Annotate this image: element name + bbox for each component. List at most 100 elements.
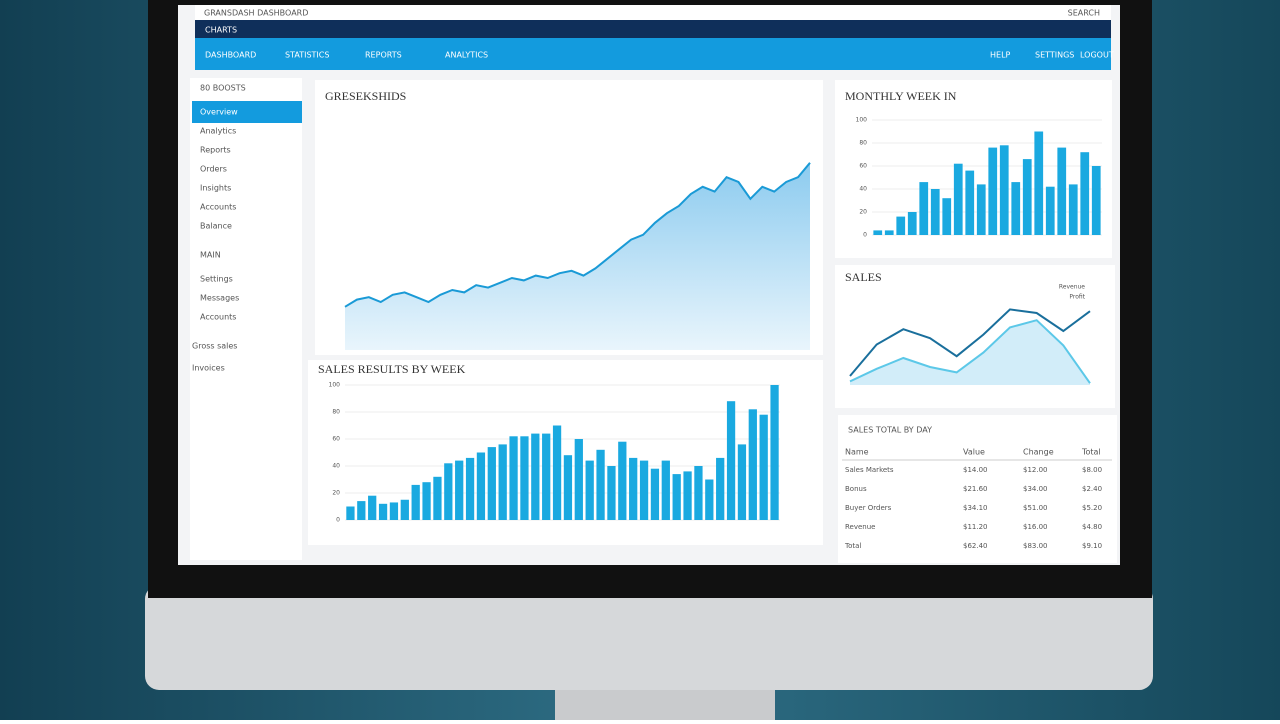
nav-item[interactable]: REPORTS xyxy=(365,51,402,60)
bar xyxy=(357,501,366,520)
table-header: Total xyxy=(1081,448,1101,457)
bar xyxy=(509,436,518,520)
table-header: Name xyxy=(845,448,869,457)
menu-item[interactable]: Analytics xyxy=(200,127,236,136)
bar xyxy=(455,460,464,520)
y-tick-label: 80 xyxy=(859,140,867,147)
menu-item[interactable]: Messages xyxy=(200,294,239,303)
table-header: Change xyxy=(1023,448,1054,457)
table-cell: $8.00 xyxy=(1082,466,1102,474)
bar xyxy=(873,230,883,235)
bar xyxy=(585,460,594,520)
bar xyxy=(465,457,475,520)
legend: Profit xyxy=(1069,294,1085,301)
bar xyxy=(487,447,496,520)
y-tick-label: 0 xyxy=(336,517,340,524)
sidebar xyxy=(190,78,302,560)
bar xyxy=(1045,186,1055,235)
menu-item[interactable]: Accounts xyxy=(200,203,236,212)
line xyxy=(849,319,1091,384)
bar xyxy=(498,444,507,520)
bar xyxy=(552,425,562,520)
table-title: SALES TOTAL BY DAY xyxy=(848,426,932,435)
bar xyxy=(596,449,605,520)
bar xyxy=(563,455,573,520)
bar xyxy=(411,484,420,520)
bar xyxy=(1034,131,1044,235)
menu-item[interactable]: Gross sales xyxy=(192,342,237,351)
table-cell: $11.20 xyxy=(963,523,988,531)
menu-item[interactable]: Orders xyxy=(200,165,227,174)
line xyxy=(849,308,1091,377)
table-cell: $2.40 xyxy=(1082,485,1102,493)
app-title: GRANSDASH DASHBOARD xyxy=(204,9,308,18)
nav-item[interactable]: HELP xyxy=(990,51,1011,60)
y-tick-label: 60 xyxy=(332,436,340,443)
y-tick-label: 0 xyxy=(863,232,867,239)
table-cell: $34.10 xyxy=(963,504,988,512)
area xyxy=(345,162,810,350)
nav-item[interactable]: STATISTICS xyxy=(285,51,329,60)
bar xyxy=(661,460,670,520)
bar xyxy=(346,506,355,520)
y-tick-label: 100 xyxy=(329,382,341,389)
menu-item[interactable]: Invoices xyxy=(192,364,225,373)
bar xyxy=(672,474,681,520)
active-item xyxy=(192,101,302,123)
area xyxy=(850,320,1090,385)
table-cell: Buyer Orders xyxy=(845,504,892,512)
topbar xyxy=(195,5,1111,20)
nav-item[interactable]: SETTINGS xyxy=(1035,51,1074,60)
bar xyxy=(444,463,453,520)
brand: CHARTS xyxy=(205,26,237,35)
bar xyxy=(770,385,779,520)
menu-item[interactable]: Settings xyxy=(200,275,233,284)
bar xyxy=(999,145,1009,235)
bar xyxy=(748,409,757,520)
table-cell: Total xyxy=(844,542,861,550)
bar xyxy=(896,216,906,235)
chart-title: SALES RESULTS BY WEEK xyxy=(318,362,466,376)
bar xyxy=(629,457,638,520)
chart-title: GRESEKSHIDS xyxy=(325,89,406,103)
bar xyxy=(976,184,986,235)
menu-item[interactable]: Accounts xyxy=(200,313,236,322)
y-tick-label: 60 xyxy=(859,163,867,170)
table-cell: Revenue xyxy=(845,523,876,531)
table-cell: $21.60 xyxy=(963,485,988,493)
menu-item[interactable]: Balance xyxy=(200,222,232,231)
table-cell: $12.00 xyxy=(1023,466,1048,474)
table-cell: $9.10 xyxy=(1082,542,1102,550)
bar xyxy=(1022,159,1032,235)
bar xyxy=(683,471,692,520)
bar xyxy=(422,482,431,520)
bar xyxy=(737,444,747,520)
search[interactable]: SEARCH xyxy=(1068,9,1100,18)
nav-item[interactable]: LOGOUT xyxy=(1080,51,1114,60)
bar xyxy=(639,460,649,520)
bar xyxy=(1091,166,1101,235)
bar xyxy=(930,189,940,235)
bar xyxy=(1080,152,1090,235)
table-cell: $5.20 xyxy=(1082,504,1102,512)
menu-item[interactable]: Reports xyxy=(200,146,231,155)
bar xyxy=(694,466,703,520)
navbar xyxy=(195,38,1111,70)
bar xyxy=(726,401,736,520)
menu-item[interactable]: Overview xyxy=(200,108,238,117)
bar xyxy=(953,163,963,235)
bar xyxy=(884,230,894,235)
legend: Revenue xyxy=(1059,284,1085,291)
table-cell: $62.40 xyxy=(963,542,988,550)
header xyxy=(195,20,1111,38)
menu-item[interactable]: Insights xyxy=(200,184,231,193)
bar xyxy=(1011,182,1021,235)
table-cell: $51.00 xyxy=(1023,504,1048,512)
bar xyxy=(574,439,583,520)
bar xyxy=(476,452,486,520)
nav-item[interactable]: DASHBOARD xyxy=(205,51,256,60)
nav-item[interactable]: ANALYTICS xyxy=(445,51,488,60)
bar xyxy=(988,147,998,235)
bar xyxy=(520,436,529,520)
